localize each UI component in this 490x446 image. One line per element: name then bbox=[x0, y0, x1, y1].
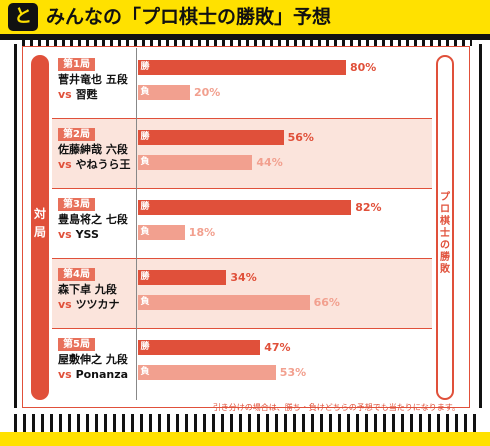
opponent-label: Ponanza bbox=[75, 368, 129, 381]
side-label-char: の bbox=[440, 240, 450, 251]
vs-label: vs bbox=[58, 88, 76, 101]
opponent-name: vs Ponanza bbox=[58, 368, 128, 382]
vs-label: vs bbox=[58, 228, 76, 241]
lose-tag: 負 bbox=[140, 157, 150, 167]
round-label: 第3局 bbox=[58, 198, 95, 211]
footer-note: 引き分けの場合は、勝ち・負けどちらの予想でも当たりになります。 bbox=[212, 403, 460, 412]
side-label-char: 対 bbox=[33, 207, 46, 221]
chart-frame bbox=[14, 44, 482, 408]
opponent-name: vs 習甦 bbox=[58, 88, 98, 102]
side-label-char: 士 bbox=[440, 228, 450, 239]
lose-tag: 負 bbox=[140, 227, 150, 237]
side-label-char: プ bbox=[440, 192, 450, 203]
opponent-name: vs やねうら王 bbox=[58, 158, 131, 172]
player-name: 佐藤紳哉 六段 bbox=[58, 143, 128, 156]
side-label-char: 局 bbox=[33, 225, 46, 239]
win-percent-label: 82% bbox=[355, 201, 382, 214]
row-separator bbox=[52, 328, 432, 329]
round-label: 第5局 bbox=[58, 338, 95, 351]
win-bar bbox=[138, 270, 227, 285]
lose-tag: 負 bbox=[140, 367, 150, 377]
page-title: みんなの「プロ棋士の勝敗」予想 bbox=[46, 6, 332, 28]
win-percent-label: 47% bbox=[264, 341, 291, 354]
win-bar bbox=[138, 130, 284, 145]
row-separator bbox=[52, 118, 432, 119]
win-tag: 勝 bbox=[140, 342, 150, 352]
win-bar bbox=[138, 340, 261, 355]
lose-bar bbox=[138, 365, 276, 380]
lose-bar bbox=[138, 295, 310, 310]
row-separator bbox=[52, 258, 432, 259]
lose-bar bbox=[138, 85, 190, 100]
win-percent-label: 56% bbox=[287, 131, 314, 144]
vs-label: vs bbox=[58, 298, 76, 311]
vs-label: vs bbox=[58, 368, 76, 381]
side-label-char: 勝 bbox=[440, 252, 450, 263]
top-dash-stripe bbox=[22, 40, 472, 46]
round-label: 第1局 bbox=[58, 58, 95, 71]
lose-percent-label: 66% bbox=[313, 296, 340, 309]
side-label-pro-result: プロ棋士の勝敗 bbox=[436, 55, 454, 400]
opponent-label: 習甦 bbox=[75, 88, 98, 101]
row-shade bbox=[52, 258, 432, 328]
win-bar bbox=[138, 200, 352, 215]
lose-bar bbox=[138, 155, 253, 170]
lose-percent-label: 18% bbox=[188, 226, 216, 239]
opponent-label: ツツカナ bbox=[75, 298, 120, 311]
bar-axis bbox=[136, 48, 137, 400]
player-name: 豊島将之 七段 bbox=[58, 213, 128, 226]
opponent-label: YSS bbox=[75, 228, 99, 241]
lose-tag: 負 bbox=[140, 297, 150, 307]
round-label: 第4局 bbox=[58, 268, 95, 281]
lose-percent-label: 20% bbox=[194, 86, 221, 99]
win-tag: 勝 bbox=[140, 62, 150, 72]
header-badge: と bbox=[8, 3, 38, 31]
side-label-char: 棋 bbox=[440, 216, 450, 227]
win-bar bbox=[138, 60, 346, 75]
opponent-name: vs ツツカナ bbox=[58, 298, 120, 312]
player-name: 屋敷伸之 九段 bbox=[58, 353, 128, 366]
lose-bar bbox=[138, 225, 185, 240]
win-tag: 勝 bbox=[140, 132, 150, 142]
header: と みんなの「プロ棋士の勝敗」予想 bbox=[0, 0, 490, 40]
win-tag: 勝 bbox=[140, 272, 150, 282]
win-percent-label: 34% bbox=[230, 271, 257, 284]
row-separator bbox=[52, 188, 432, 189]
opponent-name: vs YSS bbox=[58, 228, 99, 242]
vs-label: vs bbox=[58, 158, 76, 171]
bottom-band bbox=[0, 432, 490, 446]
side-label-char: 敗 bbox=[440, 264, 450, 275]
row-shade bbox=[52, 118, 432, 188]
lose-percent-label: 53% bbox=[279, 366, 307, 379]
side-label-char: ロ bbox=[440, 204, 450, 215]
header-underline bbox=[0, 34, 490, 40]
player-name: 森下卓 九段 bbox=[58, 283, 117, 296]
lose-tag: 負 bbox=[140, 87, 150, 97]
opponent-label: やねうら王 bbox=[75, 158, 131, 171]
side-label-taikyoku: 対 局 bbox=[31, 55, 49, 400]
lose-percent-label: 44% bbox=[256, 156, 283, 169]
win-tag: 勝 bbox=[140, 202, 150, 212]
win-percent-label: 80% bbox=[350, 61, 377, 74]
bottom-dash-stripe bbox=[14, 414, 480, 432]
chart-border bbox=[22, 46, 470, 408]
round-label: 第2局 bbox=[58, 128, 95, 141]
player-name: 菅井竜也 五段 bbox=[58, 73, 128, 86]
